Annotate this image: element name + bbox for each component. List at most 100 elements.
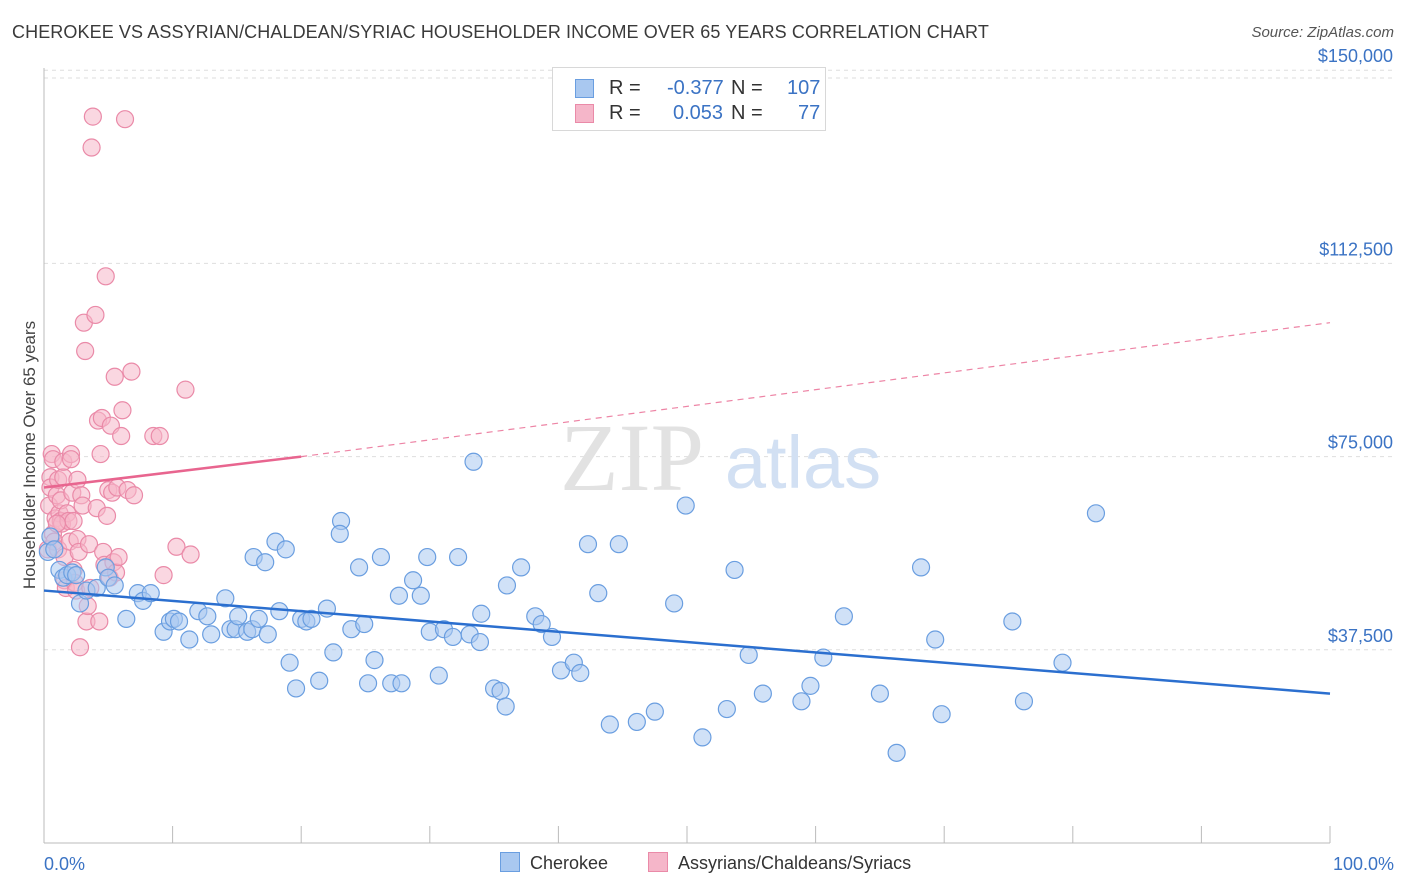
assyrian-point [61,450,81,469]
assyrian-point [105,367,124,386]
cherokee-point [349,558,369,577]
assyrian-point [70,638,90,657]
cherokee-point [1053,653,1072,672]
cherokee-point [589,584,608,603]
bottom-legend-label: Cherokee [530,853,609,873]
assyrian-point [86,305,105,325]
assyrian-point [90,612,109,631]
cherokee-point [739,645,758,665]
assyrian-trend-line-dashed [301,322,1331,458]
cherokee-point [392,674,411,693]
cherokee-point [600,715,619,734]
axes [43,68,1331,844]
tick-labels: $37,500 $75,000 $112,500 $150,000 [1318,46,1393,646]
cherokee-point [45,540,64,559]
cherokee-point [512,558,531,577]
cherokee-point [887,743,906,762]
cherokee-point [911,558,931,577]
legend-r-label: R = [609,102,641,124]
bottom-legend-cherokee: Cherokee [500,852,608,874]
bottom-legend-assyrian: Assyrians/Chaldeans/Syriacs [648,852,911,874]
blue-series-points [38,452,1106,762]
cherokee-point [429,666,448,685]
cherokee-point [216,589,235,608]
cherokee-point [371,547,391,567]
assyrian-point [109,547,128,567]
cherokee-point [169,612,189,631]
cherokee-point [286,679,306,698]
cherokee-point [753,684,772,703]
cherokee-trend-line [43,589,1331,695]
assyrian-point [122,362,141,381]
legend-r-value: -0.377 [667,77,724,99]
assyrian-point [113,401,132,420]
assyrian-point [96,267,115,286]
watermark-zip: ZIP [560,404,704,511]
legend-r-label: R = [609,77,641,99]
x-tick-label-min: 0.0% [44,854,85,874]
cherokee-point [302,609,321,629]
cherokee-point [258,625,277,644]
cherokee-point [418,547,437,567]
source-label: Source: ZipAtlas.com [1251,24,1394,41]
cherokee-point [411,586,430,605]
legend-n-label: N = [731,102,763,124]
cherokee-point [532,614,551,634]
cherokee-point [926,630,945,649]
cherokee-point [365,651,384,670]
legend-n-value: 107 [787,77,821,99]
cherokee-point [389,586,409,605]
cherokee-point [627,712,646,732]
cherokee-point [571,663,590,683]
legend-swatch-pink [575,104,594,123]
assyrian-point [64,511,83,531]
cherokee-point [67,566,86,585]
cherokee-point [330,524,349,543]
y-tick-label: $112,500 [1319,239,1393,259]
cherokee-point [464,452,483,471]
assyrian-point [167,537,186,556]
cherokee-point [472,604,491,623]
legend-r-value: 0.053 [673,102,724,124]
cherokee-point [310,671,329,690]
cherokee-point [665,594,684,613]
assyrian-point [115,110,135,129]
legend-swatch-blue [575,79,594,98]
cherokee-point [249,609,268,629]
assyrian-point [150,426,169,446]
legend-n-label: N = [731,77,763,99]
cherokee-point [87,578,106,598]
cherokee-point [117,609,136,629]
cherokee-point [358,674,378,693]
assyrian-point [97,506,117,525]
assyrian-point [79,535,99,554]
cherokee-point [693,728,712,747]
bottom-legend-swatch-blue [500,852,520,872]
y-tick-label: $75,000 [1328,433,1393,453]
cherokee-point [443,627,463,647]
watermark-atlas: atlas [725,421,881,504]
legend-n-value: 77 [798,102,821,124]
cherokee-point [403,571,423,590]
cherokee-point [1086,504,1106,523]
grid-lines [44,69,1394,651]
cherokee-point [276,540,295,559]
cherokee-point [676,496,695,515]
cherokee-point [355,614,374,634]
bottom-legend-label: Assyrians/Chaldeans/Syriacs [678,853,912,873]
assyrian-point [112,426,131,446]
cherokee-point [1003,612,1022,631]
cherokee-point [645,702,664,721]
assyrian-point [124,486,144,505]
cherokee-point [202,625,221,644]
cherokee-point [105,576,124,595]
cherokee-point [229,607,248,626]
cherokee-point [1014,692,1034,711]
y-tick-label: $37,500 [1328,626,1393,646]
cherokee-point [280,653,299,672]
assyrian-point [176,380,195,399]
assyrian-point [154,566,173,585]
assyrian-trend-line-solid [43,455,302,489]
assyrian-point [91,444,110,464]
